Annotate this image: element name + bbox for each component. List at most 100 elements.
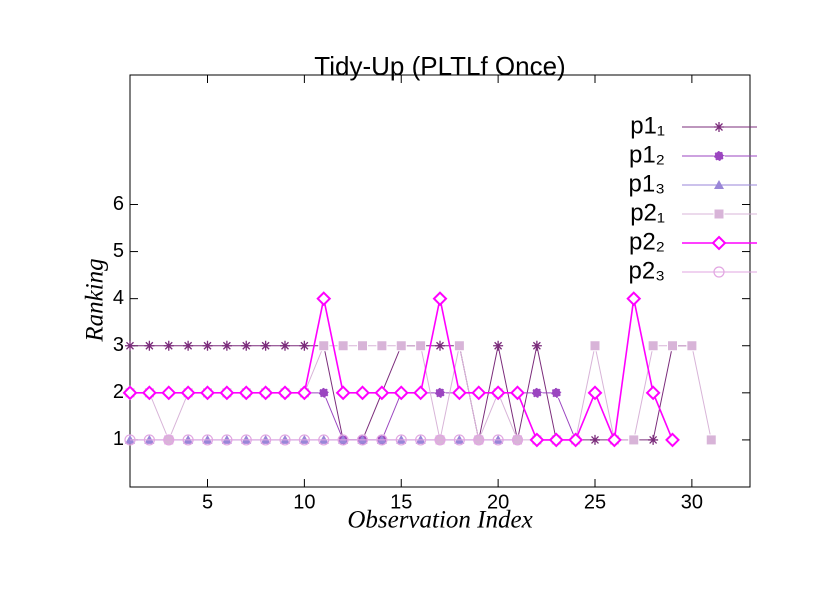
x-tick-label: 10 [293, 491, 315, 513]
marker [395, 434, 407, 446]
marker [453, 340, 465, 352]
marker [395, 340, 407, 352]
marker [531, 387, 543, 399]
legend-marker [714, 180, 724, 189]
marker [686, 340, 698, 352]
marker [219, 385, 235, 401]
marker [415, 340, 427, 352]
marker [260, 434, 272, 446]
marker [568, 432, 584, 448]
legend-label: p1₁ [630, 112, 665, 139]
y-tick-label: 1 [113, 428, 124, 450]
marker [202, 340, 213, 351]
x-axis-label: Observation Index [347, 507, 532, 534]
marker [357, 340, 368, 352]
marker [434, 434, 446, 446]
marker [298, 434, 310, 446]
marker [318, 340, 330, 352]
legend-marker [713, 208, 725, 220]
marker [182, 434, 194, 446]
marker [318, 387, 330, 399]
marker [548, 432, 564, 448]
marker [260, 340, 271, 351]
marker [589, 340, 601, 352]
marker [356, 434, 369, 446]
x-tick-label: 20 [487, 491, 509, 513]
marker [490, 385, 506, 401]
marker [318, 434, 330, 446]
marker [141, 385, 157, 401]
marker [221, 340, 232, 351]
legend-marker [713, 150, 725, 162]
marker [473, 434, 485, 446]
marker [647, 340, 659, 352]
marker [221, 434, 233, 446]
chart-title: Tidy-Up (PLTLf Once) [314, 51, 565, 81]
marker [335, 385, 351, 401]
marker [376, 340, 388, 352]
marker [161, 385, 177, 401]
marker [144, 340, 155, 351]
x-tick-label: 15 [390, 491, 412, 513]
x-tick-label: 25 [584, 491, 606, 513]
marker [241, 340, 252, 351]
y-tick-label: 5 [113, 240, 124, 262]
legend-marker [713, 266, 725, 278]
marker [200, 385, 215, 401]
marker [240, 434, 252, 446]
marker [337, 434, 349, 446]
marker [606, 432, 622, 448]
y-tick-label: 6 [113, 193, 124, 215]
marker [665, 432, 680, 448]
marker [393, 385, 409, 401]
marker [163, 340, 174, 351]
marker [125, 340, 135, 351]
legend-marker [714, 122, 724, 132]
marker [413, 385, 429, 401]
marker [587, 385, 603, 401]
y-tick-label: 4 [113, 287, 124, 309]
marker [510, 385, 525, 401]
marker [337, 340, 349, 352]
marker [374, 385, 390, 401]
marker [415, 434, 427, 446]
marker [590, 434, 600, 445]
marker [376, 434, 388, 446]
marker [453, 434, 465, 446]
marker [316, 291, 332, 307]
marker [667, 340, 678, 352]
marker [163, 434, 175, 446]
marker [531, 340, 542, 351]
marker [529, 432, 545, 448]
y-tick-label: 2 [113, 381, 124, 403]
legend-label: p1₂ [629, 141, 665, 168]
legend-label: p2₂ [629, 228, 665, 255]
marker [471, 385, 487, 401]
marker [432, 291, 448, 307]
marker [355, 385, 370, 401]
legend-label: p2₃ [629, 257, 665, 284]
marker [296, 385, 312, 401]
marker [277, 385, 293, 401]
marker [648, 434, 659, 445]
marker [180, 385, 196, 401]
marker [705, 434, 717, 446]
marker [434, 387, 446, 399]
y-axis-label: Ranking [82, 258, 109, 342]
marker [183, 340, 194, 351]
marker [201, 434, 214, 446]
marker [435, 340, 445, 351]
legend-label: p1₃ [629, 170, 665, 197]
marker [279, 434, 291, 446]
plot-border [129, 74, 751, 488]
marker [626, 291, 642, 307]
marker [451, 385, 467, 401]
marker [550, 387, 562, 399]
marker [511, 434, 524, 446]
x-tick-label: 5 [202, 491, 213, 513]
marker [493, 340, 504, 351]
marker [628, 434, 640, 446]
marker [645, 385, 661, 401]
